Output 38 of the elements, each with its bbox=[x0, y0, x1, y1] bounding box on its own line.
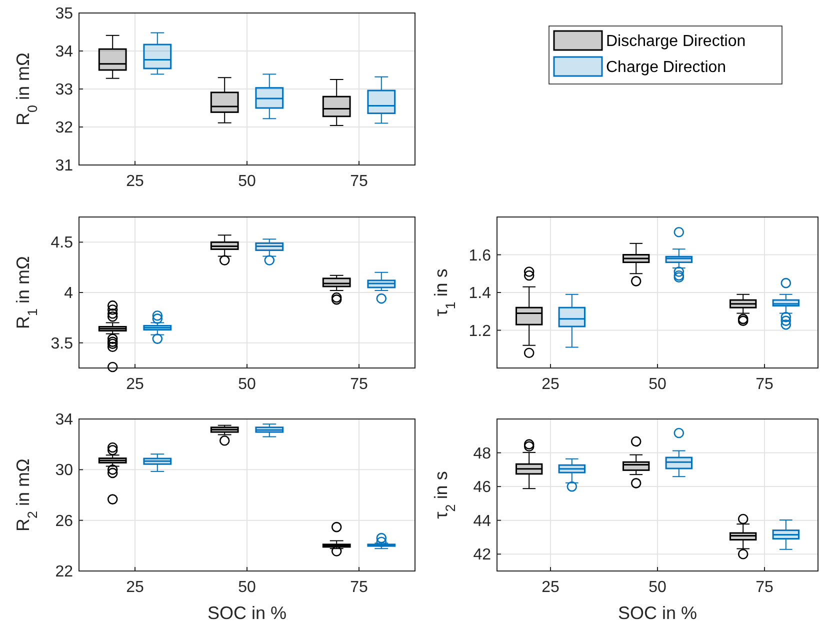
y-tick-label: 31 bbox=[55, 158, 74, 174]
x-axis-title: SOC in % bbox=[207, 603, 287, 623]
y-tick-label: 32 bbox=[55, 120, 74, 136]
y-tick-label: 1.4 bbox=[468, 285, 492, 302]
x-tick-label: 25 bbox=[126, 579, 144, 596]
y-tick-label: 48 bbox=[473, 445, 492, 462]
y-tick-label: 22 bbox=[55, 564, 74, 580]
y-tick-label: 46 bbox=[473, 479, 492, 496]
x-tick-label: 75 bbox=[350, 376, 368, 393]
y-tick-label: 4 bbox=[64, 285, 74, 302]
x-tick-label: 50 bbox=[648, 579, 666, 596]
y-tick-label: 44 bbox=[473, 512, 492, 530]
y-tick-label: 4.5 bbox=[50, 234, 74, 252]
legend-label: Discharge Direction bbox=[606, 33, 746, 50]
x-axis-title: SOC in % bbox=[618, 603, 698, 623]
x-tick-label: 50 bbox=[648, 376, 666, 393]
y-tick-label: 26 bbox=[55, 512, 74, 530]
y-tick-label: 3.5 bbox=[50, 335, 74, 352]
legend-label: Charge Direction bbox=[606, 59, 726, 76]
x-tick-label: 50 bbox=[238, 376, 256, 393]
x-tick-label: 25 bbox=[542, 376, 560, 393]
y-tick-label: 1.6 bbox=[468, 247, 492, 264]
y-tick-label: 35 bbox=[55, 6, 74, 22]
x-tick-label: 25 bbox=[126, 173, 144, 190]
y-tick-label: 34 bbox=[55, 44, 74, 60]
x-tick-label: 50 bbox=[238, 579, 256, 596]
x-tick-label: 50 bbox=[238, 173, 256, 190]
x-tick-label: 25 bbox=[126, 376, 144, 393]
x-tick-label: 75 bbox=[756, 579, 774, 596]
y-tick-label: 30 bbox=[55, 462, 74, 480]
x-tick-label: 75 bbox=[350, 579, 368, 596]
x-tick-label: 75 bbox=[350, 173, 368, 190]
y-tick-label: 33 bbox=[55, 82, 74, 98]
y-tick-label: 42 bbox=[473, 546, 492, 564]
x-tick-label: 75 bbox=[756, 376, 774, 393]
y-tick-label: 34 bbox=[55, 412, 74, 428]
x-tick-label: 25 bbox=[542, 579, 560, 596]
y-tick-label: 1.2 bbox=[468, 322, 492, 340]
